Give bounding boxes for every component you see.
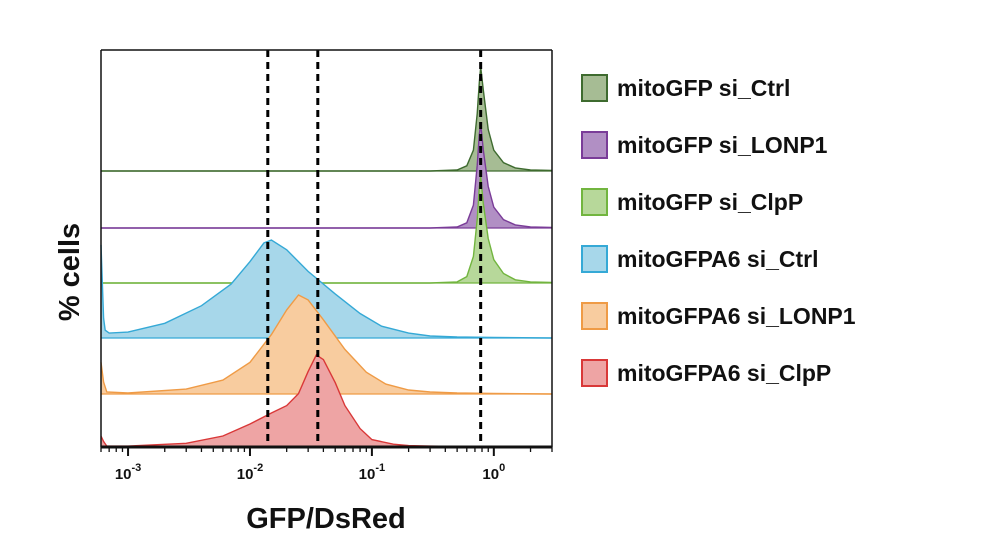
legend-item-6: mitoGFPA6 si_ClpP — [581, 359, 831, 387]
legend-item-3: mitoGFP si_ClpP — [581, 188, 803, 216]
histogram-fill-5 — [101, 295, 552, 394]
legend-label-6: mitoGFPA6 si_ClpP — [617, 360, 831, 386]
histogram-fill-6 — [101, 355, 552, 447]
legend-label-2: mitoGFP si_LONP1 — [617, 132, 828, 158]
legend-label-4: mitoGFPA6 si_Ctrl — [617, 246, 819, 272]
histogram-outline-5 — [100, 294, 553, 395]
plot-area — [100, 50, 553, 448]
x-tick-label-2: 10-2 — [237, 462, 263, 483]
legend: mitoGFP si_Ctrl mitoGFP si_LONP1 mitoGFP s… — [581, 74, 856, 387]
x-axis: 10-3 10-2 10-1 100 — [100, 49, 553, 483]
legend-swatch-3 — [581, 188, 608, 216]
histogram-fill-4 — [101, 240, 552, 338]
legend-swatch-5 — [581, 302, 608, 330]
legend-swatch-2 — [581, 131, 608, 159]
x-tick-label-4: 100 — [482, 462, 505, 483]
legend-label-1: mitoGFP si_Ctrl — [617, 75, 790, 101]
legend-label-3: mitoGFP si_ClpP — [617, 189, 803, 215]
legend-swatch-4 — [581, 245, 608, 273]
legend-label-5: mitoGFPA6 si_LONP1 — [617, 303, 856, 329]
legend-item-5: mitoGFPA6 si_LONP1 — [581, 302, 856, 330]
y-axis-title: % cells — [54, 223, 86, 321]
histogram-outline-4 — [100, 239, 553, 339]
legend-item-2: mitoGFP si_LONP1 — [581, 131, 828, 159]
legend-item-1: mitoGFP si_Ctrl — [581, 74, 790, 102]
x-tick-label-3: 10-1 — [359, 462, 385, 483]
legend-swatch-1 — [581, 74, 608, 102]
legend-swatch-6 — [581, 359, 608, 387]
x-tick-label-1: 10-3 — [115, 462, 141, 483]
legend-item-4: mitoGFPA6 si_Ctrl — [581, 245, 819, 273]
x-axis-title: GFP/DsRed — [246, 503, 406, 535]
